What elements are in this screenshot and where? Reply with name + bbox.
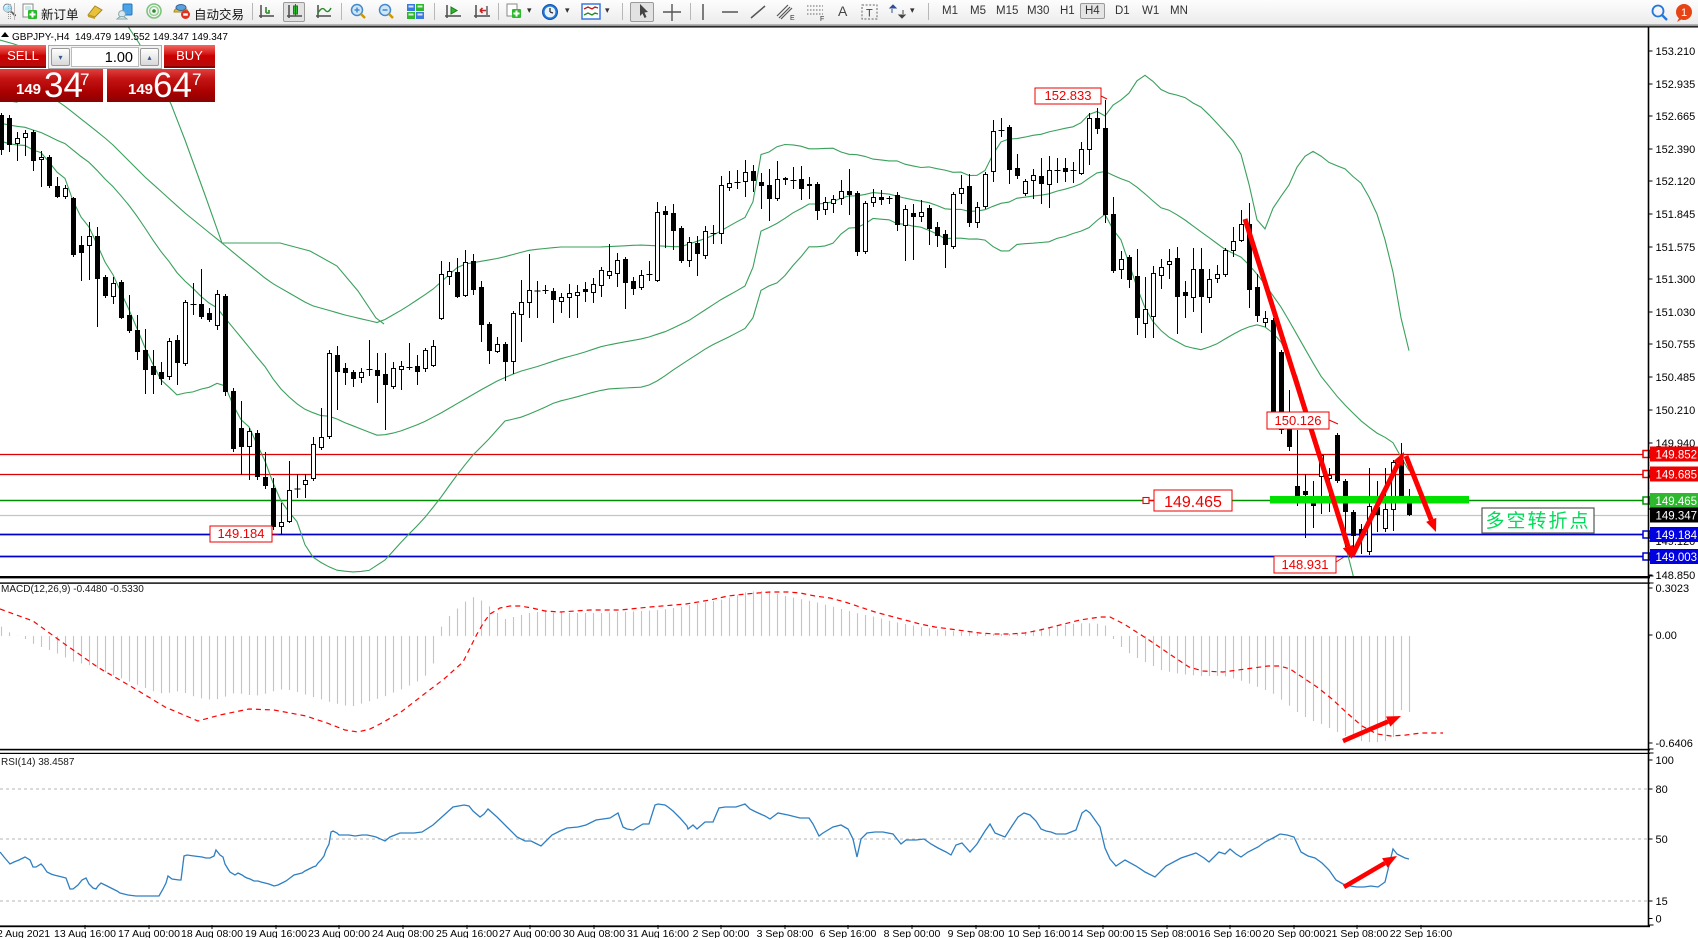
svg-text:10 Sep 16:00: 10 Sep 16:00 — [1008, 928, 1071, 938]
svg-text:多空转折点: 多空转折点 — [1485, 510, 1590, 532]
svg-text:149.852: 149.852 — [1656, 450, 1698, 462]
svg-text:150.210: 150.210 — [1656, 405, 1696, 417]
svg-text:80: 80 — [1656, 784, 1668, 796]
svg-text:GBPJPY-,H4 149.479 149.552 14: GBPJPY-,H4 149.479 149.552 149.347 149.3… — [12, 32, 228, 43]
svg-text:E: E — [790, 15, 795, 22]
svg-text:20 Sep 00:00: 20 Sep 00:00 — [1263, 928, 1326, 938]
svg-text:152.833: 152.833 — [1045, 88, 1092, 103]
svg-text:151.575: 151.575 — [1656, 242, 1696, 254]
svg-text:149.347: 149.347 — [1656, 511, 1698, 523]
svg-text:15: 15 — [1656, 896, 1668, 908]
svg-text:50: 50 — [1656, 834, 1668, 846]
svg-text:150.126: 150.126 — [1275, 413, 1322, 428]
svg-text:23 Aug 00:00: 23 Aug 00:00 — [308, 928, 370, 938]
svg-text:151.030: 151.030 — [1656, 307, 1696, 319]
svg-text:T: T — [866, 8, 873, 20]
svg-text:27 Aug 00:00: 27 Aug 00:00 — [499, 928, 561, 938]
svg-text:31 Aug 16:00: 31 Aug 16:00 — [627, 928, 689, 938]
svg-text:9 Sep 08:00: 9 Sep 08:00 — [948, 928, 1005, 938]
svg-text:17 Aug 00:00: 17 Aug 00:00 — [118, 928, 180, 938]
svg-text:13 Aug 16:00: 13 Aug 16:00 — [54, 928, 116, 938]
svg-text:24 Aug 08:00: 24 Aug 08:00 — [372, 928, 434, 938]
svg-text:2 Sep 00:00: 2 Sep 00:00 — [693, 928, 750, 938]
svg-text:148.931: 148.931 — [1282, 557, 1329, 572]
svg-text:22 Sep 16:00: 22 Sep 16:00 — [1390, 928, 1453, 938]
svg-text:0.3023: 0.3023 — [1656, 583, 1690, 595]
svg-text:149.465: 149.465 — [1164, 494, 1222, 511]
svg-text:0.00: 0.00 — [1656, 630, 1677, 642]
svg-text:F: F — [820, 16, 824, 22]
svg-text:149.465: 149.465 — [1656, 496, 1698, 508]
svg-text:16 Sep 16:00: 16 Sep 16:00 — [1199, 928, 1262, 938]
svg-text:6 Sep 16:00: 6 Sep 16:00 — [820, 928, 877, 938]
svg-text:14 Sep 00:00: 14 Sep 00:00 — [1072, 928, 1135, 938]
svg-text:25 Aug 16:00: 25 Aug 16:00 — [436, 928, 498, 938]
svg-text:-0.6406: -0.6406 — [1656, 738, 1693, 750]
svg-text:19 Aug 16:00: 19 Aug 16:00 — [245, 928, 307, 938]
svg-text:18 Aug 08:00: 18 Aug 08:00 — [181, 928, 243, 938]
svg-text:150.755: 150.755 — [1656, 339, 1696, 351]
svg-text:2 Aug 2021: 2 Aug 2021 — [0, 928, 50, 938]
svg-text:149.184: 149.184 — [218, 526, 265, 541]
svg-text:151.845: 151.845 — [1656, 209, 1696, 221]
svg-text:30 Aug 08:00: 30 Aug 08:00 — [563, 928, 625, 938]
svg-text:149.685: 149.685 — [1656, 470, 1698, 482]
svg-text:149.003: 149.003 — [1656, 552, 1698, 564]
svg-text:152.390: 152.390 — [1656, 144, 1696, 156]
svg-text:0: 0 — [1656, 914, 1662, 926]
svg-text:151.300: 151.300 — [1656, 274, 1696, 286]
svg-text:1: 1 — [1681, 7, 1687, 19]
svg-text:RSI(14) 38.4587: RSI(14) 38.4587 — [1, 757, 75, 768]
svg-text:150.485: 150.485 — [1656, 372, 1696, 384]
svg-text:152.665: 152.665 — [1656, 111, 1696, 123]
svg-text:3 Sep 08:00: 3 Sep 08:00 — [757, 928, 814, 938]
svg-text:21 Sep 08:00: 21 Sep 08:00 — [1326, 928, 1389, 938]
svg-text:148.850: 148.850 — [1656, 570, 1696, 582]
svg-text:8 Sep 00:00: 8 Sep 00:00 — [884, 928, 941, 938]
svg-text:149.184: 149.184 — [1656, 530, 1698, 542]
svg-text:MACD(12,26,9) -0.4480 -0.5330: MACD(12,26,9) -0.4480 -0.5330 — [1, 584, 144, 595]
svg-text:15 Sep 08:00: 15 Sep 08:00 — [1136, 928, 1199, 938]
svg-text:100: 100 — [1656, 755, 1674, 767]
svg-text:152.120: 152.120 — [1656, 176, 1696, 188]
svg-text:153.210: 153.210 — [1656, 46, 1696, 58]
svg-text:152.935: 152.935 — [1656, 79, 1696, 91]
